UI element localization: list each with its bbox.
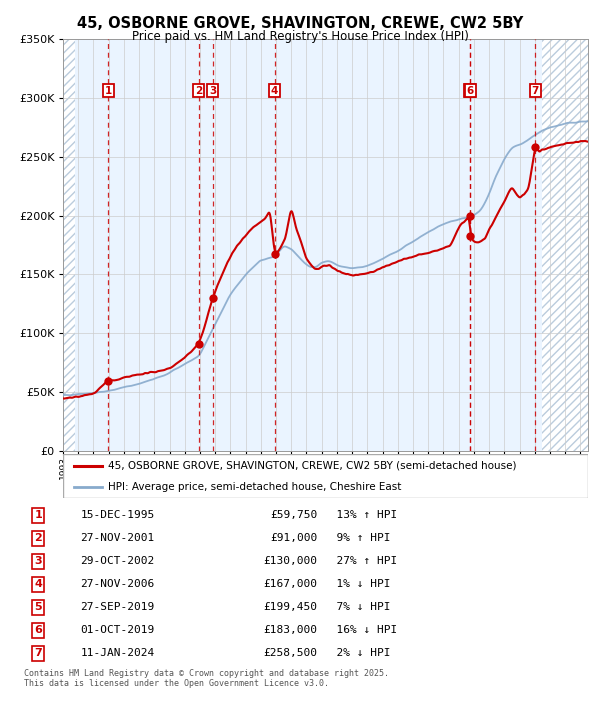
Text: £91,000: £91,000: [270, 533, 317, 543]
Text: £130,000: £130,000: [263, 557, 317, 567]
Text: 3: 3: [34, 557, 42, 567]
FancyBboxPatch shape: [63, 454, 588, 498]
Text: 29-OCT-2002: 29-OCT-2002: [80, 557, 155, 567]
Text: 11-JAN-2024: 11-JAN-2024: [80, 648, 155, 658]
Text: 1% ↓ HPI: 1% ↓ HPI: [323, 579, 391, 589]
Text: 9% ↑ HPI: 9% ↑ HPI: [323, 533, 391, 543]
Text: 16% ↓ HPI: 16% ↓ HPI: [323, 626, 397, 635]
Text: 7% ↓ HPI: 7% ↓ HPI: [323, 603, 391, 613]
Text: 13% ↑ HPI: 13% ↑ HPI: [323, 510, 397, 520]
Text: £183,000: £183,000: [263, 626, 317, 635]
Text: £258,500: £258,500: [263, 648, 317, 658]
Text: 6: 6: [466, 85, 473, 96]
Text: £59,750: £59,750: [270, 510, 317, 520]
Text: Contains HM Land Registry data © Crown copyright and database right 2025.
This d: Contains HM Land Registry data © Crown c…: [24, 669, 389, 688]
Text: 7: 7: [532, 85, 539, 96]
Text: 3: 3: [209, 85, 216, 96]
Bar: [63, 39, 75, 451]
Text: 2: 2: [195, 85, 202, 96]
Text: HPI: Average price, semi-detached house, Cheshire East: HPI: Average price, semi-detached house,…: [107, 482, 401, 492]
Text: £199,450: £199,450: [263, 603, 317, 613]
Text: 27-NOV-2006: 27-NOV-2006: [80, 579, 155, 589]
Text: 5: 5: [466, 85, 473, 96]
Text: 4: 4: [271, 85, 278, 96]
Text: Price paid vs. HM Land Registry's House Price Index (HPI): Price paid vs. HM Land Registry's House …: [131, 30, 469, 43]
Text: 2% ↓ HPI: 2% ↓ HPI: [323, 648, 391, 658]
Text: 7: 7: [34, 648, 42, 658]
Text: 27-NOV-2001: 27-NOV-2001: [80, 533, 155, 543]
Text: 1: 1: [34, 510, 42, 520]
Text: 2: 2: [34, 533, 42, 543]
Text: 45, OSBORNE GROVE, SHAVINGTON, CREWE, CW2 5BY (semi-detached house): 45, OSBORNE GROVE, SHAVINGTON, CREWE, CW…: [107, 461, 516, 471]
Bar: [542, 39, 588, 451]
Text: 27-SEP-2019: 27-SEP-2019: [80, 603, 155, 613]
Text: 45, OSBORNE GROVE, SHAVINGTON, CREWE, CW2 5BY: 45, OSBORNE GROVE, SHAVINGTON, CREWE, CW…: [77, 16, 523, 31]
Text: 6: 6: [34, 626, 42, 635]
Text: 27% ↑ HPI: 27% ↑ HPI: [323, 557, 397, 567]
Text: 5: 5: [34, 603, 42, 613]
Bar: [63, 39, 542, 451]
Text: 15-DEC-1995: 15-DEC-1995: [80, 510, 155, 520]
Text: £167,000: £167,000: [263, 579, 317, 589]
Text: 1: 1: [104, 85, 112, 96]
Text: 01-OCT-2019: 01-OCT-2019: [80, 626, 155, 635]
Text: 4: 4: [34, 579, 42, 589]
